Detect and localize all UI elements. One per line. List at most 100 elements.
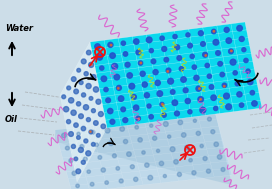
Circle shape: [151, 59, 156, 64]
Circle shape: [119, 179, 123, 183]
Circle shape: [96, 99, 101, 104]
Circle shape: [179, 67, 184, 71]
Circle shape: [228, 49, 233, 54]
Circle shape: [224, 93, 229, 99]
Circle shape: [127, 73, 132, 78]
Circle shape: [200, 144, 203, 148]
Circle shape: [148, 175, 153, 180]
Circle shape: [106, 98, 110, 103]
Circle shape: [235, 81, 239, 86]
Circle shape: [110, 119, 115, 124]
Circle shape: [189, 158, 192, 162]
Circle shape: [123, 139, 128, 144]
Circle shape: [144, 93, 149, 98]
Circle shape: [177, 56, 182, 60]
Circle shape: [185, 145, 190, 150]
Circle shape: [231, 50, 232, 52]
Circle shape: [186, 33, 190, 37]
Circle shape: [135, 125, 138, 129]
Circle shape: [150, 124, 153, 127]
Circle shape: [209, 85, 214, 89]
Circle shape: [230, 59, 236, 65]
Circle shape: [76, 184, 79, 188]
Circle shape: [110, 53, 115, 58]
Circle shape: [203, 52, 208, 57]
Circle shape: [112, 154, 116, 158]
Circle shape: [74, 123, 78, 127]
Circle shape: [200, 107, 206, 113]
Circle shape: [71, 144, 76, 149]
Circle shape: [89, 130, 93, 134]
Circle shape: [181, 77, 186, 82]
Circle shape: [214, 106, 218, 111]
Text: Oil: Oil: [5, 115, 18, 124]
Circle shape: [118, 96, 124, 101]
Circle shape: [185, 98, 190, 104]
Circle shape: [142, 151, 145, 154]
Circle shape: [114, 74, 120, 80]
Circle shape: [190, 54, 194, 58]
Circle shape: [116, 167, 120, 170]
Polygon shape: [90, 22, 262, 128]
Circle shape: [74, 89, 79, 94]
Circle shape: [116, 85, 121, 90]
Circle shape: [217, 155, 222, 159]
Circle shape: [95, 44, 100, 49]
Circle shape: [159, 161, 164, 166]
Circle shape: [213, 40, 219, 45]
Circle shape: [77, 132, 80, 136]
Circle shape: [134, 177, 138, 181]
Circle shape: [108, 42, 113, 47]
Circle shape: [250, 91, 255, 95]
Circle shape: [140, 62, 142, 64]
Circle shape: [211, 95, 216, 100]
Circle shape: [134, 39, 139, 44]
Circle shape: [69, 98, 74, 103]
Circle shape: [132, 94, 136, 99]
Circle shape: [211, 130, 215, 134]
Circle shape: [160, 102, 164, 106]
Circle shape: [81, 126, 86, 131]
Circle shape: [138, 118, 140, 120]
Circle shape: [105, 128, 110, 133]
Circle shape: [146, 37, 152, 43]
Circle shape: [62, 95, 66, 99]
Circle shape: [212, 29, 216, 34]
Circle shape: [242, 48, 246, 52]
Circle shape: [206, 169, 211, 173]
Circle shape: [93, 87, 99, 92]
Circle shape: [244, 58, 248, 63]
Circle shape: [65, 146, 69, 150]
Circle shape: [138, 138, 142, 142]
Circle shape: [81, 59, 86, 64]
Circle shape: [171, 90, 175, 94]
Circle shape: [84, 72, 88, 76]
Circle shape: [76, 169, 81, 174]
Circle shape: [101, 124, 106, 129]
Circle shape: [84, 105, 89, 110]
Circle shape: [147, 104, 151, 108]
Circle shape: [237, 92, 242, 97]
Circle shape: [91, 64, 92, 65]
Circle shape: [110, 44, 112, 46]
Circle shape: [130, 165, 134, 169]
Circle shape: [121, 107, 125, 112]
Circle shape: [79, 114, 84, 119]
Circle shape: [201, 42, 205, 46]
Circle shape: [199, 88, 200, 89]
Circle shape: [183, 88, 188, 93]
Circle shape: [224, 85, 225, 87]
Circle shape: [155, 80, 160, 86]
Circle shape: [77, 68, 81, 72]
Circle shape: [84, 157, 87, 161]
Circle shape: [77, 136, 80, 139]
Circle shape: [208, 117, 211, 121]
Circle shape: [129, 83, 135, 89]
Circle shape: [162, 104, 163, 105]
Circle shape: [79, 81, 83, 84]
Circle shape: [224, 27, 229, 32]
Circle shape: [89, 97, 93, 100]
Circle shape: [82, 93, 86, 97]
Circle shape: [168, 78, 174, 84]
Circle shape: [101, 168, 106, 172]
